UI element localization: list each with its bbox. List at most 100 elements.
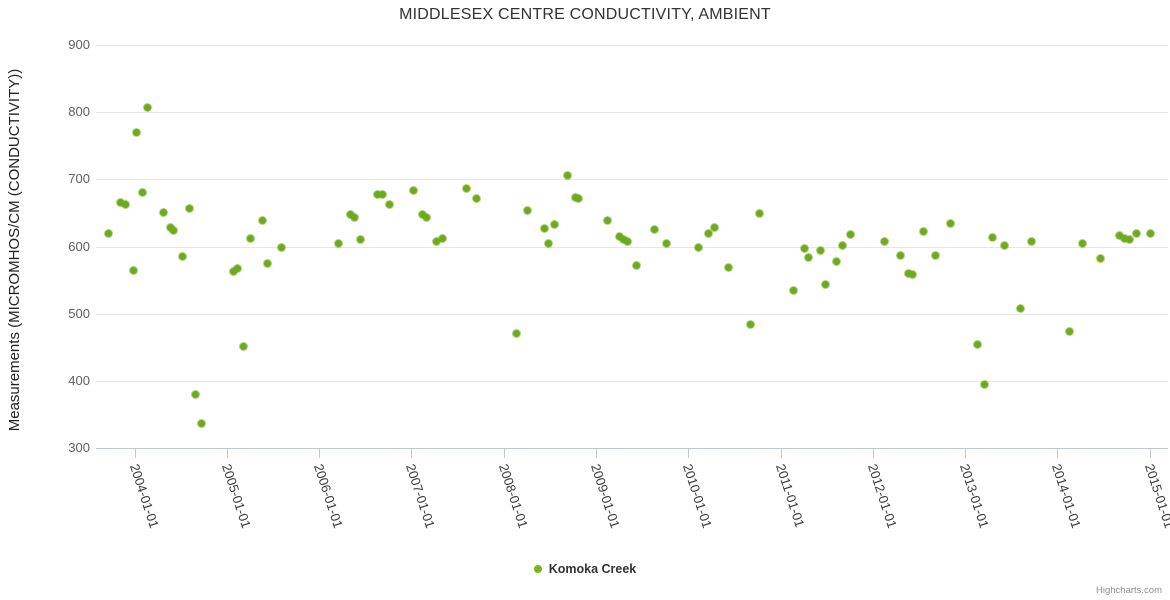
x-tick-label: 2010-01-01 [680,462,716,530]
data-point[interactable] [839,242,847,250]
data-point[interactable] [1147,229,1155,237]
data-point[interactable] [179,253,187,261]
data-point[interactable] [160,208,168,216]
x-tick-mark [1057,449,1059,458]
data-point[interactable] [832,258,840,266]
data-point[interactable] [747,320,755,328]
data-point[interactable] [246,234,254,242]
data-point[interactable] [603,216,611,224]
data-point[interactable] [904,269,912,277]
data-point[interactable] [908,271,916,279]
data-point[interactable] [817,247,825,255]
x-tick-mark [872,449,874,458]
data-point[interactable] [410,186,418,194]
data-point[interactable] [897,252,904,260]
data-point[interactable] [347,211,355,219]
data-point[interactable] [385,201,393,209]
data-point[interactable] [234,265,242,273]
data-point[interactable] [191,391,199,399]
highcharts-credits[interactable]: Highcharts.com [1096,585,1162,596]
data-point[interactable] [378,191,386,199]
data-point[interactable] [846,230,854,238]
data-point[interactable] [550,220,558,228]
x-tick-label: 2012-01-01 [864,462,900,530]
data-point[interactable] [931,252,939,260]
data-point[interactable] [989,234,997,242]
data-point[interactable] [880,238,888,246]
data-point[interactable] [105,229,113,237]
x-tick-label: 2011-01-01 [772,462,808,530]
data-point[interactable] [1017,304,1025,312]
data-point[interactable] [633,262,641,270]
data-point[interactable] [1066,328,1074,336]
data-point[interactable] [335,239,343,247]
data-point[interactable] [756,210,764,218]
data-point[interactable] [804,253,812,261]
data-point[interactable] [1132,230,1140,238]
data-point[interactable] [1126,236,1134,244]
data-point[interactable] [278,243,286,251]
data-point[interactable] [166,223,174,231]
data-point[interactable] [564,171,572,179]
data-point[interactable] [919,227,927,235]
data-point[interactable] [512,330,520,338]
data-point[interactable] [462,184,470,192]
data-point[interactable] [711,224,719,232]
legend-item-komoka-creek[interactable]: Komoka Creek [533,562,636,576]
data-point[interactable] [130,266,138,274]
data-point[interactable] [116,199,124,207]
data-point[interactable] [351,214,359,222]
x-tick-mark [319,449,321,458]
data-point[interactable] [374,190,382,198]
data-point[interactable] [185,205,193,213]
data-point[interactable] [439,234,447,242]
x-tick-label: 2007-01-01 [403,462,439,530]
data-point[interactable] [139,189,147,197]
data-point[interactable] [974,341,982,349]
data-point[interactable] [800,245,808,252]
data-point[interactable] [1116,231,1124,239]
data-point[interactable] [132,129,140,137]
data-point[interactable] [789,287,797,295]
data-point[interactable] [571,193,579,201]
data-point[interactable] [650,226,658,234]
data-point[interactable] [258,217,266,225]
data-point[interactable] [540,224,548,232]
data-point[interactable] [197,419,205,427]
data-point[interactable] [121,201,129,209]
data-point[interactable] [357,236,365,244]
x-tick-mark [688,449,690,458]
data-point[interactable] [981,380,989,388]
data-point[interactable] [821,280,829,288]
data-point[interactable] [544,239,552,247]
data-point[interactable] [1121,234,1129,242]
y-gridline [96,246,1168,248]
plot-area[interactable] [96,45,1168,449]
data-point[interactable] [472,194,480,202]
y-tick-label: 900 [68,37,90,52]
data-point[interactable] [419,211,427,219]
data-point[interactable] [143,103,151,111]
data-point[interactable] [620,236,628,244]
data-point[interactable] [1027,237,1035,245]
data-point[interactable] [947,220,955,228]
data-point[interactable] [615,232,623,240]
data-point[interactable] [239,343,247,351]
y-axis-title: Measurements (MICROMHOS/CM (CONDUCTIVITY… [6,68,23,432]
data-point[interactable] [1096,255,1104,263]
data-point[interactable] [264,260,271,268]
data-point[interactable] [423,214,431,222]
data-point[interactable] [169,226,177,234]
data-point[interactable] [1000,242,1008,250]
data-point[interactable] [1078,239,1086,247]
data-point[interactable] [432,237,440,245]
data-point[interactable] [704,229,712,237]
chart-legend: Komoka Creek [0,562,1170,576]
data-point[interactable] [725,264,733,272]
data-point[interactable] [662,240,670,248]
data-point[interactable] [694,244,702,252]
data-point[interactable] [623,237,631,245]
data-point[interactable] [230,267,238,275]
data-point[interactable] [575,195,583,203]
data-point[interactable] [524,207,532,215]
